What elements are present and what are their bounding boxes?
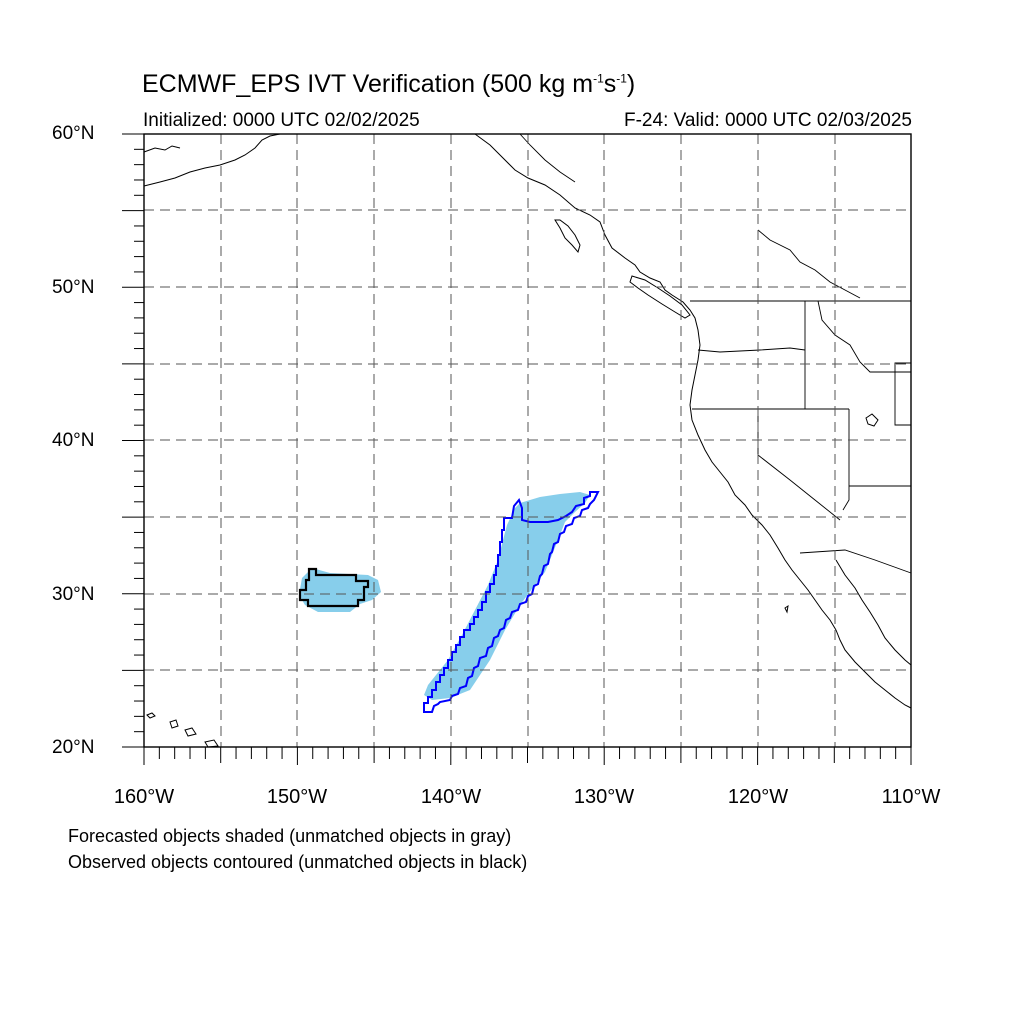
hawaii-4 (204, 739, 219, 748)
wa-or-border (697, 347, 806, 353)
nv-az-border (842, 409, 850, 511)
hawaii-1 (146, 712, 156, 719)
valid-time: F-24: Valid: 0000 UTC 02/03/2025 (624, 110, 912, 131)
axis-ticks (122, 133, 912, 765)
lon-label-140w: 140°W (420, 786, 482, 808)
hawaii-3 (184, 727, 197, 737)
lon-label-160w: 160°W (113, 786, 175, 808)
us-mexico-border (799, 549, 912, 574)
political-boundaries (519, 133, 912, 574)
grid-lines (144, 134, 911, 747)
vancouver-island (629, 275, 691, 319)
lon-label-110w: 110°W (881, 786, 941, 808)
west-coast-north (474, 133, 837, 631)
alaska-coast-2 (143, 145, 181, 153)
channel-island (784, 604, 789, 614)
lat-label-30n: 30°N (52, 584, 95, 605)
map-title: ECMWF_EPS IVT Verification (500 kg m-1s-… (142, 70, 636, 98)
alaska-coast (143, 133, 281, 187)
initialized-time: Initialized: 0000 UTC 02/02/2025 (143, 110, 420, 131)
lon-label-150w: 150°W (266, 786, 328, 808)
ca-nv-border (757, 409, 841, 521)
forecast-note: Forecasted objects shaded (unmatched obj… (68, 826, 512, 846)
lat-label-50n: 50°N (52, 277, 95, 298)
observed-contour-unmatched (298, 567, 370, 608)
lat-label-40n: 40°N (52, 430, 95, 451)
forecast-object-central (424, 492, 590, 700)
observed-objects (298, 491, 600, 713)
mt-id-border (817, 300, 911, 373)
gulf-of-california (835, 559, 912, 666)
lat-label-20n: 20°N (52, 737, 95, 758)
lat-label-60n: 60°N (52, 123, 95, 144)
alaska-canada-border (519, 133, 576, 183)
bc-alberta-border (757, 229, 861, 299)
baja-peninsula (835, 629, 912, 709)
great-salt-lake (865, 413, 879, 427)
bc-islands (554, 219, 581, 254)
hawaii-2 (169, 719, 179, 729)
lon-label-120w: 120°W (727, 786, 789, 808)
coastline (143, 133, 912, 748)
lon-label-130w: 130°W (573, 786, 635, 808)
observed-note: Observed objects contoured (unmatched ob… (68, 852, 528, 872)
observed-contour-matched (423, 491, 600, 713)
